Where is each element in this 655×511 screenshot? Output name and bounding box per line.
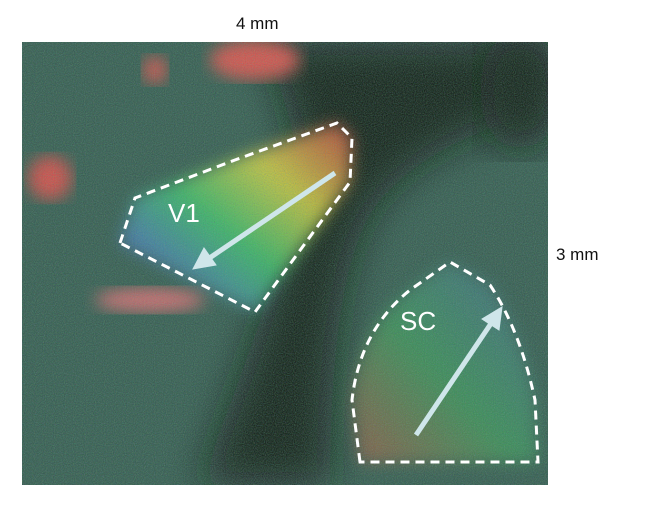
sc-label: SC xyxy=(400,306,436,336)
horizontal-scale-label: 4 mm xyxy=(236,14,279,33)
brain-map-image: V1 SC xyxy=(22,42,548,485)
sc-outline xyxy=(350,260,540,464)
v1-outline xyxy=(118,121,354,314)
v1-arrow xyxy=(192,170,337,270)
sc-arrow xyxy=(413,306,503,437)
v1-label: V1 xyxy=(168,198,200,228)
vertical-scale-label: 3 mm xyxy=(556,245,599,264)
